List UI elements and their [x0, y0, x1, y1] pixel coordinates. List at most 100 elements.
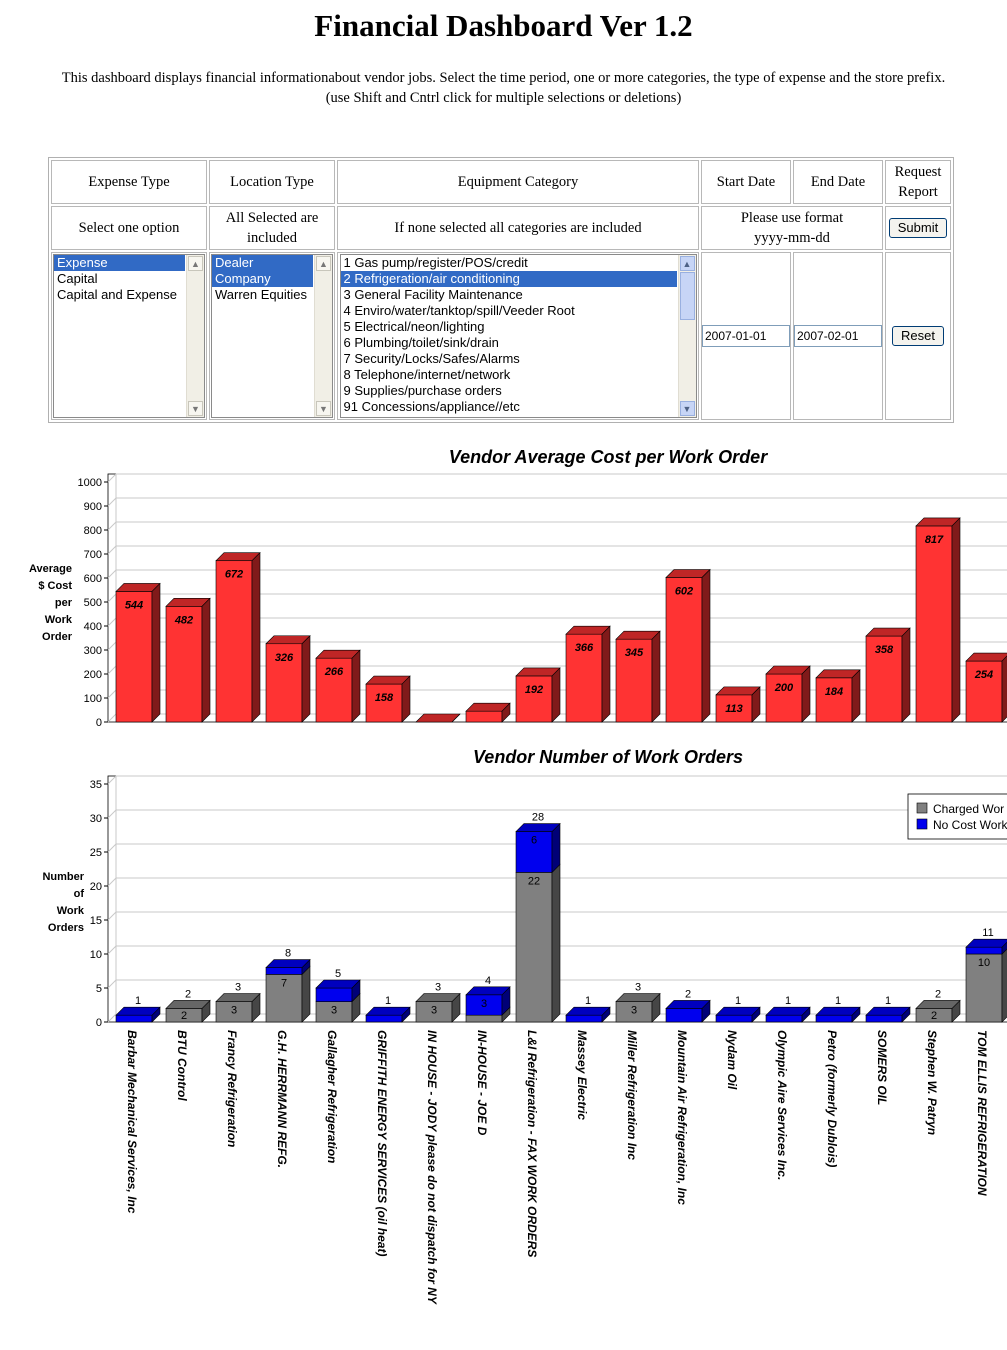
expense-option[interactable]: Capital and Expense — [57, 287, 177, 302]
work-orders-total-label: 11 — [982, 927, 993, 939]
vendor-category-label: L&I Refrigeration - FAX WORK ORDERS — [525, 1030, 539, 1257]
work-orders-bar-top — [215, 993, 261, 1002]
charged-work-bar — [515, 872, 553, 1023]
location-option[interactable]: Dealer — [212, 255, 313, 271]
vendor-category-label: Mountain Air Refrigeration, Inc — [675, 1030, 689, 1205]
avg-cost-data-label: 113 — [725, 703, 743, 715]
no-cost-work-bar — [765, 1014, 803, 1023]
scroll-down-icon[interactable]: ▼ — [188, 401, 203, 416]
vendor-category-label: Massey Electric — [575, 1030, 589, 1120]
work-orders-bar-top — [765, 1006, 811, 1016]
no-cost-work-bar — [715, 1014, 753, 1023]
work-orders-y-axis-label: Number — [42, 871, 84, 883]
category-option[interactable]: 2 Refrigeration/air conditioning — [340, 271, 677, 287]
work-orders-bar-top — [715, 1006, 761, 1016]
avg-cost-data-label: 326 — [275, 652, 294, 664]
vendor-category-label: BTU Control — [175, 1030, 189, 1101]
work-orders-bar-top — [315, 979, 361, 989]
scroll-down-icon[interactable]: ▼ — [316, 401, 331, 416]
description-line-2: (use Shift and Cntrl click for multiple … — [325, 90, 682, 106]
vendor-category-label: IN-HOUSE - JOE D — [475, 1030, 489, 1136]
work-orders-bar-top — [965, 938, 1007, 948]
expense-scrollbar[interactable]: ▲ ▼ — [186, 255, 204, 417]
category-option[interactable]: 6 Plumbing/toilet/sink/drain — [343, 335, 499, 350]
reset-button[interactable]: Reset — [892, 325, 944, 346]
location-option[interactable]: Company — [212, 271, 313, 287]
category-option[interactable]: 8 Telephone/internet/network — [343, 367, 511, 382]
no-cost-work-bar — [815, 1014, 853, 1023]
scroll-up-icon[interactable]: ▲ — [679, 256, 695, 271]
category-option[interactable]: 7 Security/Locks/Safes/Alarms — [343, 351, 520, 366]
submit-button[interactable]: Submit — [888, 217, 948, 238]
end-date-cell — [793, 252, 883, 420]
avg-cost-data-label: 358 — [875, 644, 894, 656]
charged-work-data-label: 2 — [181, 1010, 187, 1022]
vendor-category-label: G.H. HERRMANN REFG. — [275, 1030, 289, 1168]
category-option[interactable]: 4 Enviro/water/tanktop/spill/Veeder Root — [343, 303, 575, 318]
avg-cost-bar — [715, 686, 761, 723]
work-orders-y-tick-label: 15 — [90, 915, 102, 927]
work-orders-chart-title: Vendor Number of Work Orders — [473, 747, 743, 767]
work-orders-y-tick-label: 20 — [90, 881, 102, 893]
work-orders-y-tick-label: 0 — [96, 1017, 102, 1029]
location-scrollbar[interactable]: ▲ ▼ — [314, 255, 332, 417]
work-orders-total-label: 3 — [235, 982, 241, 994]
category-options: 1 Gas pump/register/POS/credit 2 Refriger… — [340, 255, 696, 415]
category-option[interactable]: 9 Supplies/purchase orders — [343, 383, 502, 398]
avg-cost-chart: Vendor Average Cost per Work Order 0 100 20… — [29, 447, 1007, 729]
category-option[interactable]: 3 General Facility Maintenance — [343, 287, 523, 302]
charged-work-data-label: 10 — [978, 957, 990, 969]
start-date-input[interactable] — [702, 325, 790, 347]
category-option[interactable]: 1 Gas pump/register/POS/credit — [343, 255, 528, 270]
scroll-down-icon[interactable]: ▼ — [679, 401, 695, 416]
avg-cost-y-tick-label: 200 — [84, 669, 102, 681]
hint-expense: Select one option — [51, 206, 207, 250]
avg-cost-data-label: 254 — [974, 669, 993, 681]
no-cost-work-bar — [265, 967, 303, 975]
no-cost-work-data-label: 3 — [481, 998, 487, 1010]
no-cost-work-bar — [315, 987, 353, 1002]
header-location-type: Location Type — [209, 160, 335, 204]
avg-cost-bar — [965, 652, 1007, 723]
equipment-category-listbox[interactable]: 1 Gas pump/register/POS/credit 2 Refriger… — [339, 254, 697, 418]
expense-option[interactable]: Capital — [57, 271, 98, 286]
header-expense-type: Expense Type — [51, 160, 207, 204]
location-type-listbox[interactable]: Dealer Company Warren Equities ▲ ▼ — [211, 254, 333, 418]
avg-cost-data-label: 817 — [925, 534, 944, 546]
description-line-1: This dashboard displays financial inform… — [61, 70, 946, 86]
expense-type-listbox[interactable]: Expense Capital Capital and Expense ▲ ▼ — [53, 254, 205, 418]
no-cost-work-bar — [115, 1014, 153, 1023]
reset-cell: Reset — [885, 252, 951, 420]
avg-cost-bar — [565, 625, 611, 723]
location-option[interactable]: Warren Equities — [215, 287, 307, 302]
work-orders-total-label: 1 — [585, 995, 591, 1007]
scroll-thumb[interactable] — [679, 272, 695, 320]
avg-cost-y-axis-label: Order — [42, 631, 73, 643]
expense-options: Expense Capital Capital and Expense — [54, 255, 204, 303]
work-orders-bar-top — [565, 1006, 611, 1016]
vendor-category-label: SOMERS OIL — [875, 1030, 889, 1105]
no-cost-work-bar — [515, 831, 553, 873]
avg-cost-y-axis-label: Average — [29, 563, 72, 575]
legend-swatch-no-cost — [916, 818, 928, 830]
work-orders-total-label: 5 — [335, 968, 341, 980]
avg-cost-y-tick-label: 0 — [96, 717, 102, 729]
category-option[interactable]: 91 Concessions/appliance//etc — [343, 399, 520, 414]
no-cost-work-bar — [965, 946, 1003, 955]
work-orders-y-tick-label: 10 — [90, 949, 102, 961]
category-scrollbar[interactable]: ▲ ▼ — [677, 255, 696, 417]
location-options: Dealer Company Warren Equities — [212, 255, 332, 303]
vendor-category-label: Petro (formerly Dublois) — [825, 1030, 839, 1167]
avg-cost-bar — [615, 630, 661, 723]
scroll-up-icon[interactable]: ▲ — [316, 256, 331, 271]
end-date-input[interactable] — [794, 325, 882, 347]
expense-option[interactable]: Expense — [54, 255, 185, 271]
work-orders-y-axis-label: Orders — [48, 922, 84, 934]
category-option[interactable]: 5 Electrical/neon/lighting — [343, 319, 485, 334]
avg-cost-bar — [415, 713, 461, 723]
vendor-category-label: GRIFFITH ENERGY SERVICES (oil heat) — [375, 1030, 389, 1256]
work-orders-y-tick-label: 5 — [96, 983, 102, 995]
work-orders-bar-top — [915, 1000, 961, 1009]
scroll-up-icon[interactable]: ▲ — [188, 256, 203, 271]
work-orders-total-label: 2 — [685, 988, 691, 1000]
